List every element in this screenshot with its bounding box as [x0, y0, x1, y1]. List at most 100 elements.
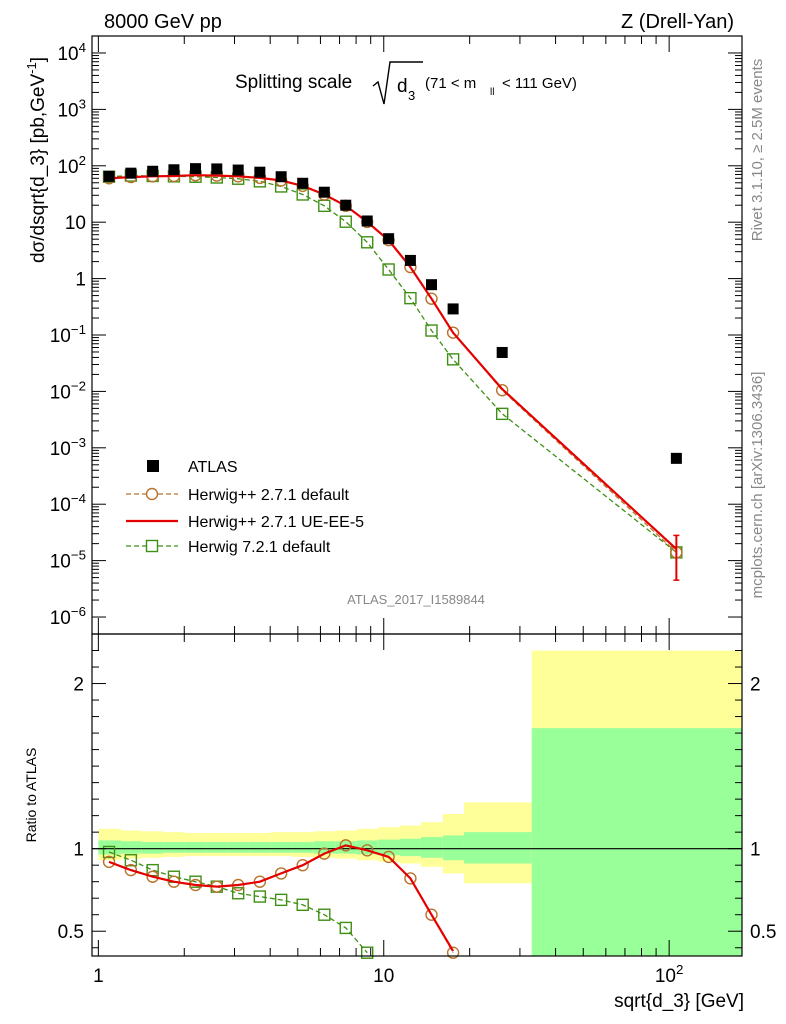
band-inner — [463, 832, 532, 864]
marker-herwig7 — [425, 324, 438, 337]
main-ytick-label: 10 — [65, 213, 86, 234]
band-inner — [531, 728, 742, 956]
marker-herwigpp_default — [495, 384, 509, 397]
xtick-label: 1 — [93, 966, 104, 987]
ratio-marker-herwigpp_default — [425, 908, 438, 921]
main-title-cut-sub: ll — [490, 87, 494, 98]
main-ylabel-sup: -1 — [24, 62, 39, 74]
ratio-marker-herwigpp_default — [274, 867, 288, 880]
ratio-marker-herwigpp_default — [146, 870, 159, 883]
legend-label: ATLAS — [188, 459, 238, 476]
band-inner — [120, 841, 142, 854]
data-point-atlas — [447, 303, 459, 315]
watermark: ATLAS_2017_I1589844 — [347, 592, 485, 607]
band-inner — [292, 842, 314, 853]
rivet-label: Rivet 3.1.10, ≥ 2.5M events — [749, 59, 766, 242]
data-point-atlas — [275, 171, 287, 183]
marker-herwig7 — [404, 291, 417, 305]
data-point-atlas — [496, 346, 508, 358]
data-point-atlas — [211, 163, 223, 175]
marker-herwigpp_default — [446, 326, 460, 339]
legend-label: Herwig++ 2.7.1 default — [188, 487, 350, 504]
data-point-atlas — [103, 170, 115, 182]
band-inner — [249, 842, 271, 853]
ratio-marker-herwigpp_default — [446, 946, 460, 959]
ratio-marker-herwig7 — [339, 921, 352, 935]
ratio-ytick-label-right: 2 — [750, 675, 761, 696]
band-inner — [227, 842, 250, 853]
band-inner — [163, 842, 185, 853]
data-point-atlas — [297, 177, 309, 189]
main-title-text: Splitting scale — [235, 72, 352, 93]
band-inner — [206, 842, 228, 853]
ratio-marker-herwigpp_default — [361, 844, 374, 857]
ratio-ytick-label: 1 — [73, 840, 84, 861]
header-right: Z (Drell-Yan) — [621, 11, 734, 33]
data-point-atlas — [254, 166, 266, 178]
ratio-marker-herwigpp_default — [382, 850, 395, 864]
data-point-atlas — [147, 165, 159, 177]
ratio-ytick-label: 2 — [73, 675, 84, 696]
ratio-marker-herwig7 — [189, 875, 202, 888]
data-point-atlas — [125, 167, 137, 179]
ratio-ytick-label: 0.5 — [58, 922, 84, 943]
main-title: Splitting scale d 3 (71 < m ll < 111 GeV… — [235, 61, 577, 105]
main-ytick-label: 10−5 — [50, 548, 86, 573]
main-ytick-label: 10−1 — [50, 322, 86, 347]
xlabel: sqrt{d_3} [GeV] — [614, 991, 744, 1012]
data-point-atlas — [404, 254, 416, 266]
ratio-marker-herwig7 — [146, 863, 159, 877]
data-point-atlas — [340, 199, 352, 211]
data-point-atlas — [318, 186, 330, 198]
ratio-marker-herwig7 — [253, 890, 267, 903]
main-ytick-label: 104 — [57, 40, 86, 65]
main-title-sqrt-var: d — [397, 76, 408, 97]
xtick-label: 10 — [373, 966, 394, 987]
marker-herwigpp_default — [425, 292, 438, 305]
legend-marker-atlas — [147, 460, 159, 472]
data-point-atlas — [670, 452, 682, 464]
legend: ATLAS Herwig++ 2.7.1 default Herwig++ 2.7.… — [126, 459, 364, 556]
ratio-marker-herwigpp_default — [124, 863, 138, 877]
ratio-line-herwig7 — [108, 851, 368, 954]
ratio-panel-frame: 0.5 0.5 1 1 2 2 1 10 102 — [58, 633, 776, 987]
marker-herwig7 — [296, 188, 309, 201]
main-panel-series — [102, 163, 683, 581]
xtick-label: 102 — [655, 962, 684, 987]
band-inner — [420, 837, 443, 858]
main-ytick-label: 10−3 — [50, 435, 86, 460]
band-inner — [184, 842, 207, 853]
ratio-marker-herwig7 — [231, 887, 245, 900]
main-ylabel-end: ] — [28, 57, 49, 62]
data-point-atlas — [190, 163, 202, 175]
ratio-marker-herwigpp_default — [339, 839, 352, 852]
main-ytick-label: 10−2 — [50, 378, 86, 403]
ratio-panel-background — [92, 650, 742, 956]
ratio-ytick-label-right: 0.5 — [750, 922, 776, 943]
ratio-marker-herwig7 — [124, 854, 138, 867]
ratio-marker-herwigpp_default — [296, 858, 309, 872]
main-ylabel-main: dσ/dsqrt{d_3} [pb,GeV — [28, 74, 49, 264]
main-title-cut-b: < 111 GeV) — [502, 75, 577, 92]
band-inner — [399, 838, 421, 857]
legend-label: Herwig++ 2.7.1 UE-EE-5 — [188, 514, 364, 531]
ratio-line-herwigpp_ueee5 — [108, 844, 455, 952]
marker-herwig7 — [495, 407, 509, 421]
data-point-atlas — [168, 164, 180, 176]
ratio-marker-herwigpp_default — [102, 855, 116, 869]
mcplots-label: mcplots.cern.ch [arXiv:1306.3436] — [749, 372, 766, 599]
ratio-marker-herwigpp_default — [404, 872, 417, 885]
ratio-marker-herwig7 — [274, 893, 288, 907]
main-title-cut-a: (71 < m — [425, 75, 476, 92]
legend-marker-herwig7 — [145, 539, 159, 553]
band-inner — [270, 842, 293, 853]
marker-herwig7 — [339, 215, 352, 228]
ratio-marker-herwigpp_default — [318, 847, 331, 860]
sqrt-symbol — [372, 61, 423, 105]
marker-herwig7 — [361, 236, 374, 249]
ratio-marker-herwig7 — [296, 898, 309, 912]
data-point-atlas — [232, 164, 244, 176]
main-ytick-label: 103 — [57, 96, 86, 121]
data-point-atlas — [383, 233, 395, 245]
